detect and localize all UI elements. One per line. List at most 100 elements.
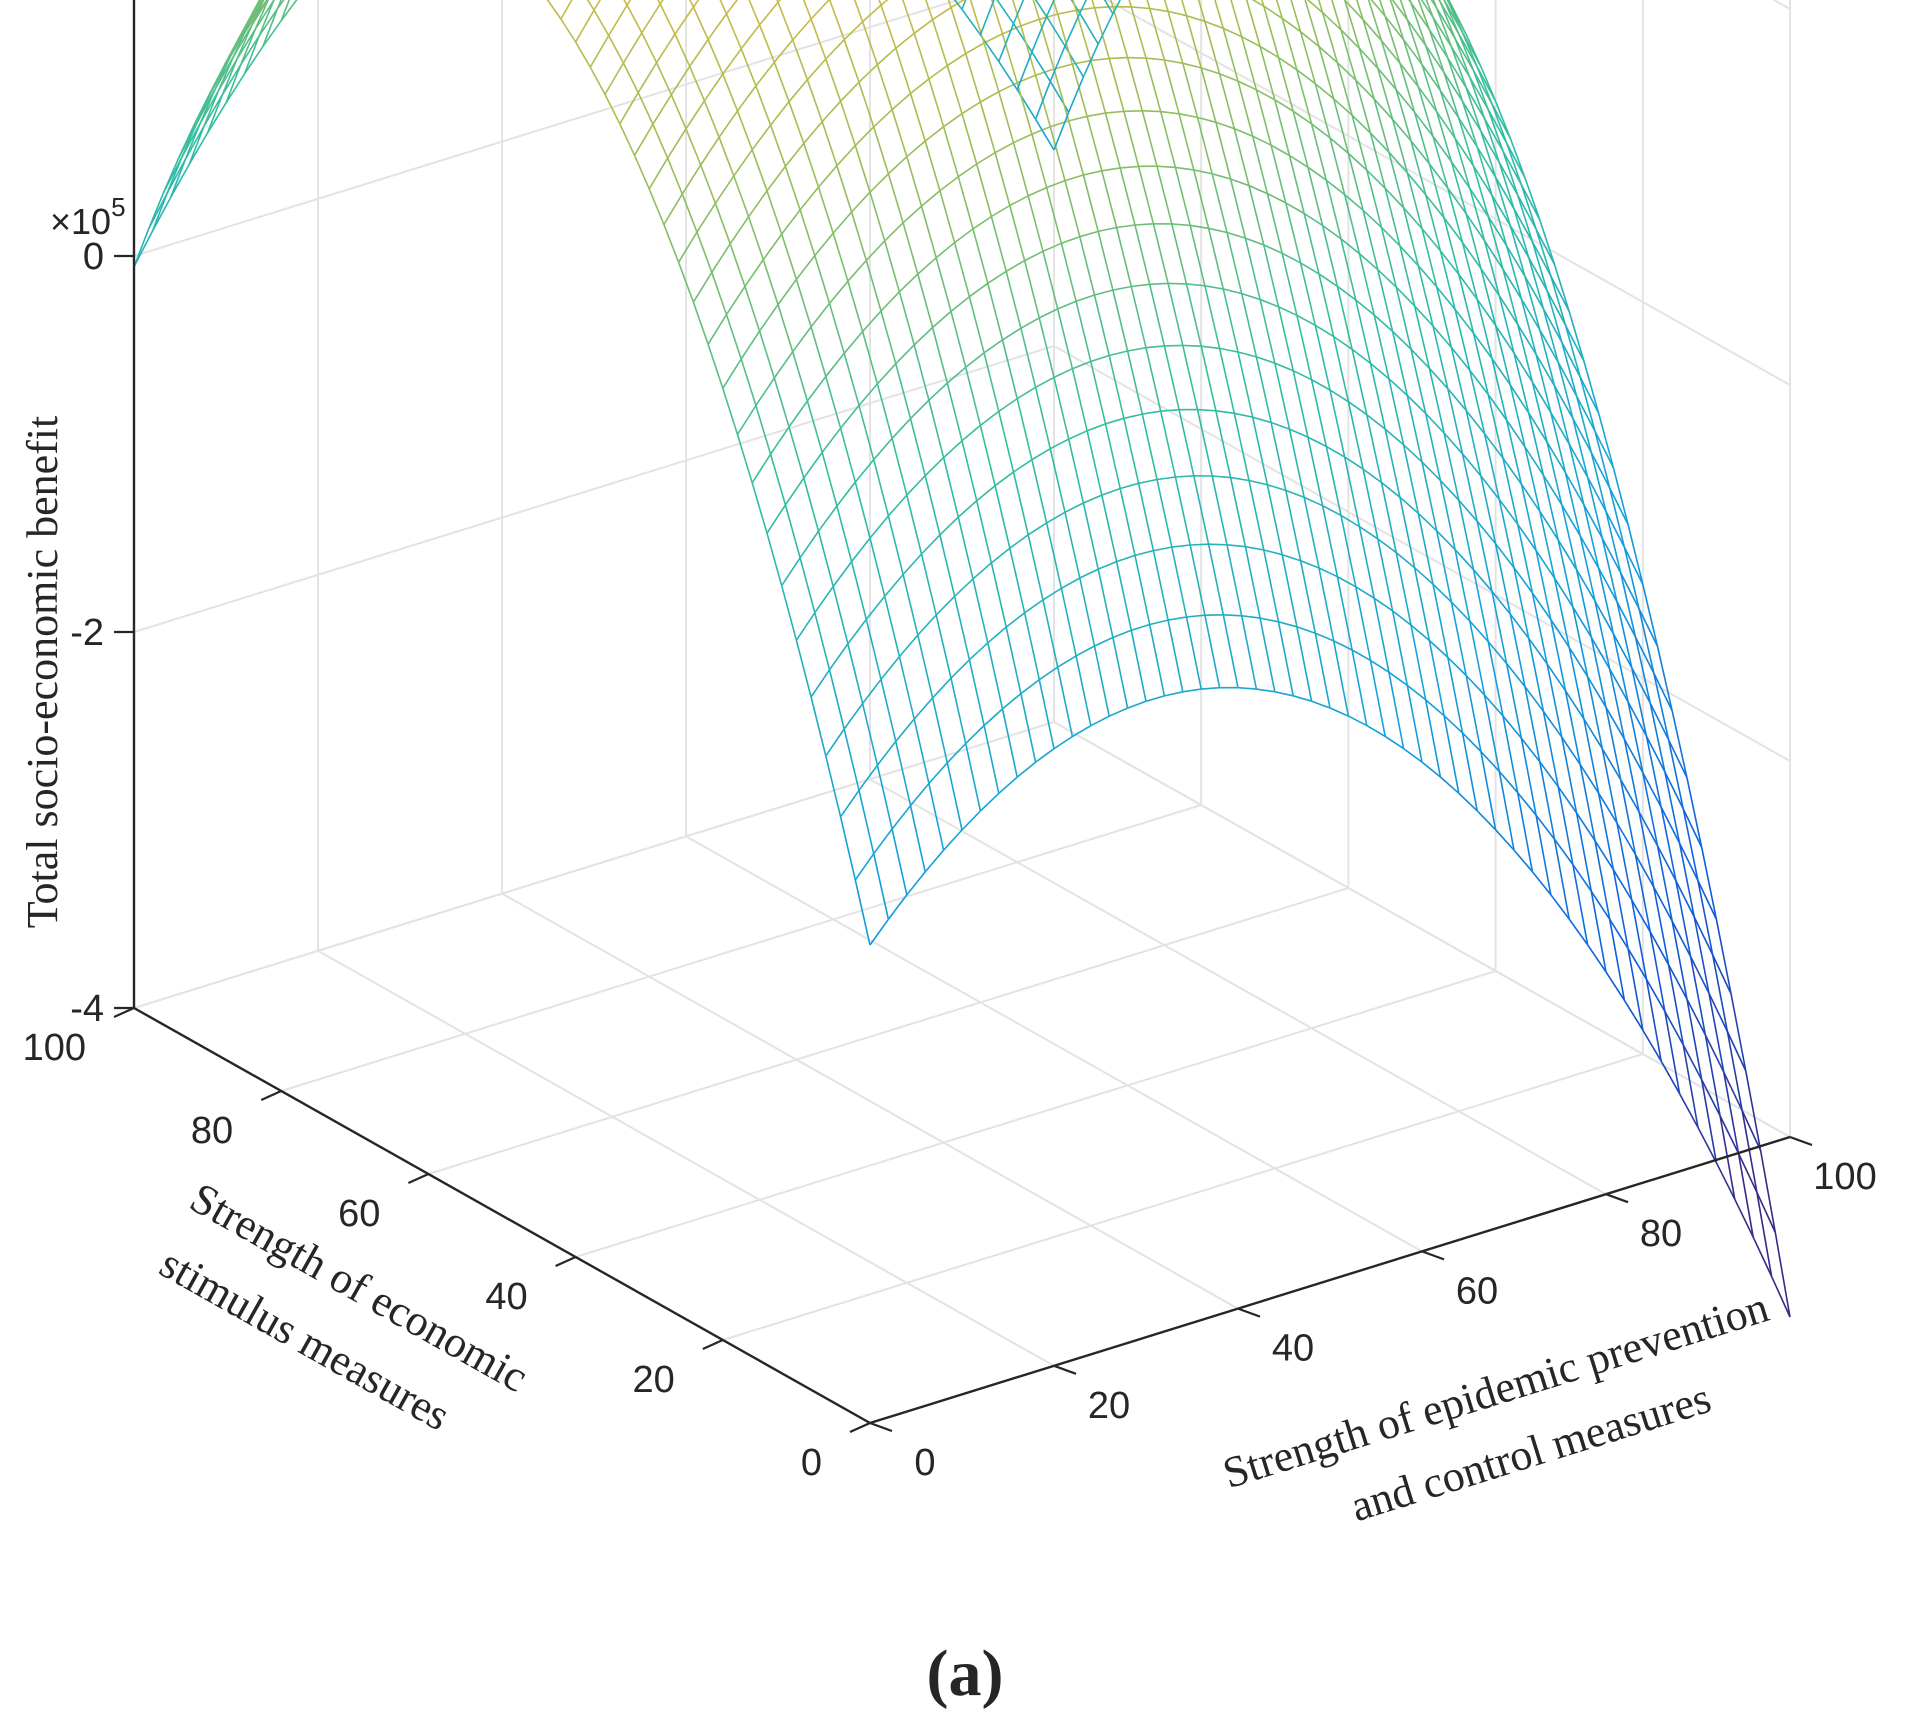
surface-mesh-line xyxy=(987,270,1007,284)
surface-mesh-line xyxy=(736,405,757,435)
surface-mesh-line xyxy=(983,708,1004,727)
surface-mesh-line xyxy=(1288,155,1305,214)
surface-mesh-line xyxy=(1075,301,1092,362)
surface-mesh-line xyxy=(1483,118,1504,152)
surface-mesh-line xyxy=(1531,381,1548,443)
surface-mesh-line xyxy=(1667,739,1688,779)
surface-mesh-line xyxy=(884,573,904,597)
surface-mesh-line xyxy=(814,612,831,670)
surface-mesh-line xyxy=(1127,346,1147,352)
surface-mesh-line xyxy=(788,79,809,103)
surface-mesh-line xyxy=(1480,751,1497,830)
surface-mesh-line xyxy=(1553,385,1574,419)
surface-mesh-line xyxy=(1064,174,1084,182)
surface-mesh-line xyxy=(953,596,971,660)
surface-mesh-line xyxy=(1175,475,1194,478)
surface-mesh-line xyxy=(862,4,882,23)
surface-mesh-line xyxy=(1428,29,1449,59)
surface-mesh-line xyxy=(1542,308,1563,343)
surface-mesh-line xyxy=(1259,617,1279,623)
surface-mesh-line xyxy=(887,894,908,920)
surface-mesh-line xyxy=(895,718,915,742)
side-wall-grid-line xyxy=(1053,721,1791,1138)
surface-mesh-line xyxy=(850,561,868,620)
surface-mesh-line xyxy=(751,453,772,484)
surface-mesh-line xyxy=(946,762,963,831)
surface-mesh-line xyxy=(1355,586,1375,599)
surface-mesh-line xyxy=(718,137,735,177)
surface-mesh-line xyxy=(1171,223,1188,285)
surface-mesh-line xyxy=(1266,484,1283,555)
surface-mesh-line xyxy=(895,741,912,806)
surface-mesh-line xyxy=(1491,358,1508,421)
surface-mesh-line xyxy=(703,73,724,102)
surface-mesh-line xyxy=(1480,130,1500,163)
surface-mesh-line xyxy=(1093,645,1110,717)
surface-mesh-line xyxy=(1164,59,1183,65)
surface-mesh-line xyxy=(641,32,658,64)
surface-mesh-line xyxy=(648,157,669,190)
surface-mesh-line xyxy=(814,255,831,304)
surface-mesh-line xyxy=(1601,537,1622,574)
surface-mesh-line xyxy=(998,91,1015,143)
surface-mesh-line xyxy=(1123,413,1143,420)
surface-mesh-line xyxy=(1550,411,1570,445)
surface-mesh-line xyxy=(1432,583,1452,603)
surface-mesh-line xyxy=(1435,7,1453,47)
surface-mesh-line xyxy=(891,828,908,896)
surface-mesh-line xyxy=(747,190,768,218)
surface-mesh-line xyxy=(972,228,989,284)
surface-mesh-line xyxy=(1068,430,1088,440)
surface-mesh-line xyxy=(1700,1079,1718,1163)
surface-mesh-line xyxy=(1480,475,1497,544)
surface-mesh-line xyxy=(869,173,889,193)
surface-mesh-line xyxy=(784,504,801,559)
surface-mesh-line xyxy=(243,35,260,75)
floor-grid-line xyxy=(722,1053,1644,1341)
surface-mesh-line xyxy=(901,0,915,34)
surface-mesh-line xyxy=(1189,544,1206,616)
surface-mesh-line xyxy=(1336,62,1353,116)
surface-mesh-line xyxy=(1634,636,1651,704)
surface-mesh-line xyxy=(1303,496,1323,507)
surface-mesh-line xyxy=(802,0,812,20)
surface-mesh-line xyxy=(880,0,889,6)
surface-mesh-line xyxy=(853,0,864,22)
surface-mesh-line xyxy=(1123,418,1140,484)
surface-mesh-line xyxy=(1274,691,1294,697)
surface-mesh-line xyxy=(755,405,772,455)
surface-mesh-line xyxy=(1296,69,1313,125)
surface-mesh-line xyxy=(1230,476,1250,482)
surface-mesh-line xyxy=(880,310,897,364)
surface-mesh-line xyxy=(1358,253,1375,316)
surface-mesh-line xyxy=(858,790,875,854)
surface-mesh-line xyxy=(1112,285,1132,291)
surface-mesh-line xyxy=(1527,257,1545,309)
surface-mesh-line xyxy=(1469,77,1489,110)
surface-mesh-line xyxy=(1223,288,1242,295)
surface-mesh-line xyxy=(210,61,227,93)
surface-mesh-line xyxy=(1222,27,1243,38)
surface-mesh-line xyxy=(1402,207,1420,266)
surface-mesh-line xyxy=(1296,69,1316,85)
surface-mesh-line xyxy=(1561,736,1581,765)
surface-mesh-line xyxy=(1200,67,1220,75)
surface-mesh-line xyxy=(1594,600,1615,635)
surface-mesh-line xyxy=(1042,242,1062,253)
surface-mesh-line xyxy=(1410,2,1427,46)
surface-mesh-line xyxy=(1141,413,1158,480)
surface-mesh-line xyxy=(1373,98,1390,153)
surface-mesh-line xyxy=(1159,411,1177,478)
surface-mesh-line xyxy=(924,140,941,191)
surface-mesh-line xyxy=(1200,67,1217,123)
surface-mesh-line xyxy=(1392,610,1412,626)
surface-mesh-line xyxy=(1498,162,1515,210)
surface-mesh-line xyxy=(1476,299,1493,359)
surface-mesh-line xyxy=(1289,154,1309,168)
surface-mesh-line xyxy=(998,411,1015,473)
surface-mesh-line xyxy=(1009,205,1026,261)
surface-mesh-line xyxy=(1034,0,1048,17)
surface-mesh-line xyxy=(858,81,875,128)
surface-mesh-line xyxy=(1306,0,1324,14)
surface-mesh-line xyxy=(1432,135,1453,163)
